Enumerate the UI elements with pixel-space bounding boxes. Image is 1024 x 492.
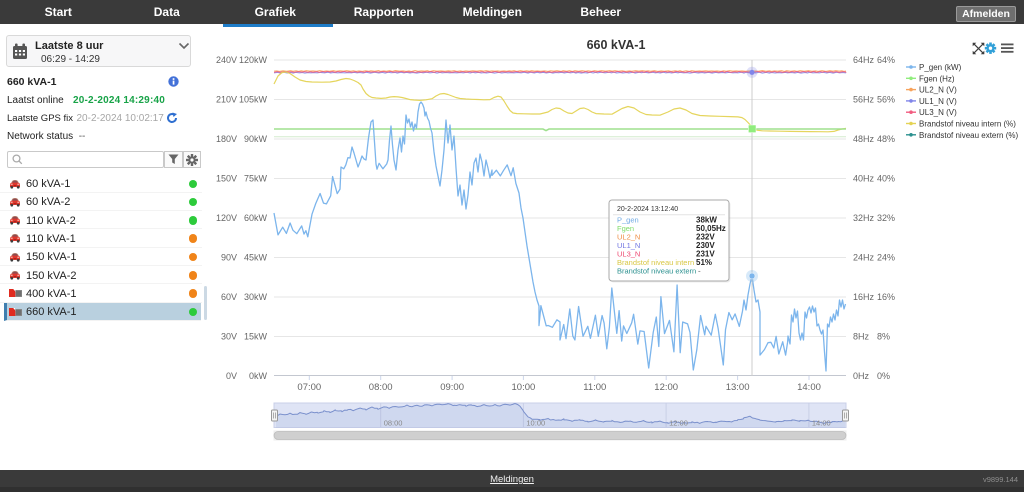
svg-text:38kW: 38kW [696,215,717,224]
svg-text:12:00: 12:00 [654,382,678,393]
svg-text:16%: 16% [877,292,895,302]
svg-text:UL3_N (V): UL3_N (V) [919,108,957,117]
svg-text:10:00: 10:00 [512,382,536,393]
svg-text:11:00: 11:00 [583,382,606,393]
svg-text:Brandstof niveau intern: Brandstof niveau intern [617,258,694,267]
svg-text:0kW: 0kW [249,371,268,381]
svg-text:32%: 32% [877,213,895,223]
svg-text:07:00: 07:00 [297,382,321,393]
svg-text:150V: 150V [216,174,237,184]
svg-text:30kW: 30kW [244,292,268,302]
svg-text:P_gen: P_gen [617,215,639,224]
svg-text:15kW: 15kW [244,332,268,342]
svg-text:Fgen: Fgen [617,224,634,233]
svg-text:660 kVA-1: 660 kVA-1 [587,38,646,52]
svg-text:P_gen (kW): P_gen (kW) [919,63,962,72]
svg-text:0Hz: 0Hz [853,371,870,381]
svg-text:12:00: 12:00 [669,419,688,428]
svg-text:230V: 230V [696,241,715,250]
svg-text:90kW: 90kW [244,134,268,144]
svg-text:UL3_N: UL3_N [617,249,640,258]
svg-text:-: - [698,266,701,275]
svg-text:75kW: 75kW [244,174,268,184]
svg-text:48%: 48% [877,134,895,144]
svg-text:30V: 30V [221,332,237,342]
svg-text:105kW: 105kW [239,95,268,105]
svg-text:0V: 0V [226,371,237,381]
svg-text:120kW: 120kW [239,55,268,65]
svg-text:Fgen (Hz): Fgen (Hz) [919,74,955,83]
svg-text:14:00: 14:00 [797,382,821,393]
svg-text:24Hz: 24Hz [853,253,875,263]
svg-text:10:00: 10:00 [526,419,545,428]
svg-text:20-2-2024 13:12:40: 20-2-2024 13:12:40 [617,206,678,213]
svg-text:56%: 56% [877,95,895,105]
svg-text:UL1_N: UL1_N [617,241,640,250]
svg-text:Brandstof niveau intern (%): Brandstof niveau intern (%) [919,120,1016,129]
svg-text:50,05Hz: 50,05Hz [696,224,726,233]
svg-text:40Hz: 40Hz [853,174,875,184]
svg-text:240V: 240V [216,55,237,65]
svg-text:90V: 90V [221,253,237,263]
svg-text:0%: 0% [877,371,890,381]
svg-text:14:00: 14:00 [812,419,831,428]
svg-text:08:00: 08:00 [369,382,393,393]
svg-text:24%: 24% [877,253,895,263]
svg-text:Brandstof niveau extern (%): Brandstof niveau extern (%) [919,131,1018,140]
svg-text:210V: 210V [216,95,237,105]
svg-text:UL1_N (V): UL1_N (V) [919,97,957,106]
svg-text:08:00: 08:00 [384,419,403,428]
svg-text:UL2_N (V): UL2_N (V) [919,86,957,95]
svg-text:48Hz: 48Hz [853,134,875,144]
svg-text:UL2_N: UL2_N [617,232,640,241]
svg-text:51%: 51% [696,258,712,267]
svg-text:13:00: 13:00 [726,382,750,393]
svg-text:8Hz: 8Hz [853,332,870,342]
svg-text:45kW: 45kW [244,253,268,263]
svg-text:16Hz: 16Hz [853,292,875,302]
svg-text:231V: 231V [696,249,715,258]
svg-text:232V: 232V [696,232,715,241]
svg-text:60kW: 60kW [244,213,268,223]
svg-text:180V: 180V [216,134,237,144]
svg-text:64%: 64% [877,55,895,65]
svg-text:32Hz: 32Hz [853,213,875,223]
svg-text:8%: 8% [877,332,890,342]
svg-text:56Hz: 56Hz [853,95,875,105]
svg-text:40%: 40% [877,174,895,184]
svg-text:Brandstof niveau extern: Brandstof niveau extern [617,266,696,275]
svg-text:120V: 120V [216,213,237,223]
svg-text:60V: 60V [221,292,237,302]
svg-text:09:00: 09:00 [440,382,464,393]
svg-text:64Hz: 64Hz [853,55,875,65]
